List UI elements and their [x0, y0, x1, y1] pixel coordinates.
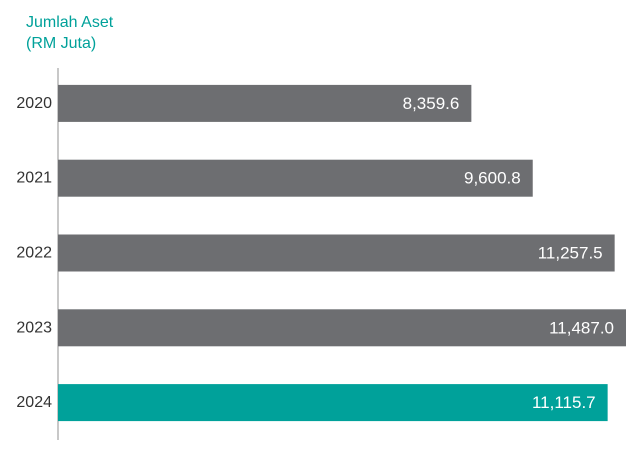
- value-label-2024: 11,115.7: [532, 393, 596, 412]
- chart-title-block: Jumlah Aset (RM Juta): [26, 12, 113, 54]
- bar-2022: [58, 234, 615, 272]
- category-label-2020: 2020: [16, 95, 52, 112]
- bar-2020: [58, 84, 472, 122]
- chart-title: Jumlah Aset: [26, 14, 114, 31]
- value-label-2022: 11,257.5: [538, 244, 603, 263]
- bars-group: 2020 8,359.6 2021 9,600.8 2022 11,257.5 2023 11…: [16, 84, 626, 422]
- category-label-2024: 2024: [16, 394, 52, 411]
- chart-subtitle: (RM Juta): [26, 35, 97, 52]
- value-label-2020: 8,359.6: [403, 94, 460, 113]
- value-label-2023: 11,487.0: [549, 318, 614, 337]
- category-label-2023: 2023: [16, 319, 52, 336]
- bar-2021: [58, 159, 533, 197]
- value-label-2021: 9,600.8: [464, 169, 521, 188]
- bar-2023: [58, 309, 626, 347]
- category-label-2022: 2022: [16, 245, 52, 262]
- bar-2024: [58, 384, 608, 422]
- category-label-2021: 2021: [16, 170, 52, 187]
